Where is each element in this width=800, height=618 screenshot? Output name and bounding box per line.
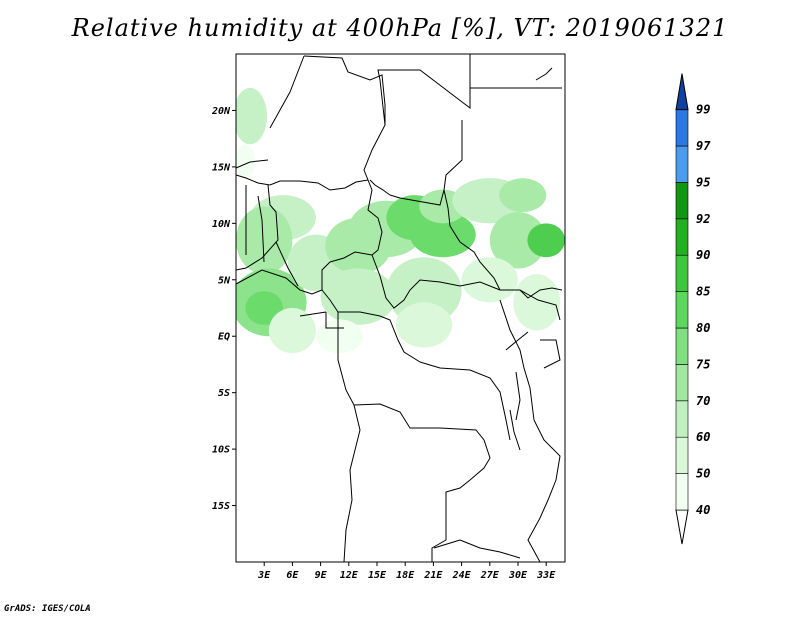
colorbar-label: 70 <box>696 394 710 408</box>
border-line <box>377 54 471 126</box>
border-line <box>299 311 327 317</box>
colorbar-label: 99 <box>696 103 710 117</box>
colorbar-label: 92 <box>696 212 710 226</box>
border-line <box>389 189 445 206</box>
colorbar-label: 75 <box>696 357 710 371</box>
colorbar-segment <box>675 182 689 220</box>
border-line <box>459 539 521 559</box>
lon-tick-label: 18E <box>396 570 415 581</box>
colorbar-segment <box>675 109 689 147</box>
country-borders <box>235 54 563 563</box>
border-line <box>519 289 561 321</box>
border-line <box>433 539 461 549</box>
border-line <box>353 403 491 562</box>
border-line <box>235 159 269 169</box>
humidity-patch <box>320 268 396 325</box>
lon-tick-label: 3E <box>257 570 271 581</box>
colorbar-label: 85 <box>696 285 710 299</box>
border-line <box>303 55 386 181</box>
border-line <box>500 287 563 299</box>
lat-tick-label: 5N <box>218 275 231 286</box>
latitude-ticks: 20N 15N 10N 5N EQ 5S 10S 15S <box>211 106 236 512</box>
lat-tick-label: 10N <box>212 219 231 230</box>
map-title: Relative humidity at 400hPa [%], VT: 201… <box>71 14 729 42</box>
colorbar-segment <box>675 436 689 474</box>
border-line <box>509 409 521 451</box>
border-line <box>269 55 305 129</box>
humidity-patch <box>499 178 547 213</box>
colorbar-segment <box>675 364 689 402</box>
border-line <box>337 312 355 406</box>
border-line <box>540 339 561 369</box>
lon-tick-label: 12E <box>340 570 359 581</box>
humidity-patch <box>268 308 316 354</box>
colorbar-segment <box>675 218 689 256</box>
humidity-patch <box>236 144 255 179</box>
border-line <box>443 120 501 291</box>
lon-tick-label: 33E <box>536 570 556 581</box>
colorbar-segment <box>675 473 689 511</box>
humidity-patch <box>489 212 547 269</box>
lon-tick-label: 6E <box>286 570 299 581</box>
lon-tick-label: 9E <box>315 570 328 581</box>
colorbar: 40 50 60 70 75 80 85 90 92 95 97 99 <box>675 73 711 545</box>
lat-tick-label: EQ <box>218 332 230 343</box>
border-line <box>235 184 279 271</box>
colorbar-label: 90 <box>696 248 710 262</box>
humidity-patch <box>236 87 268 145</box>
colorbar-above-arrow <box>675 73 689 111</box>
colorbar-segment <box>675 327 689 365</box>
colorbar-segment <box>675 400 689 438</box>
border-line <box>235 55 369 191</box>
humidity-patch <box>513 274 561 331</box>
lon-tick-label: 24E <box>452 570 472 581</box>
border-line <box>343 404 361 563</box>
humidity-patch <box>315 319 363 354</box>
colorbar-label: 80 <box>696 321 710 335</box>
humidity-patch <box>245 291 283 325</box>
lon-tick-label: 30E <box>508 570 528 581</box>
border-line <box>275 241 299 287</box>
border-line <box>367 179 383 256</box>
lon-tick-label: 27E <box>480 570 500 581</box>
colorbar-segment <box>675 145 689 183</box>
colorbar-below-arrow <box>675 509 689 545</box>
lon-tick-label: 21E <box>423 570 443 581</box>
lat-tick-label: 10S <box>212 445 230 456</box>
lat-tick-label: 15N <box>212 162 231 173</box>
colorbar-segment <box>675 291 689 329</box>
humidity-patch <box>386 257 462 325</box>
humidity-patch <box>527 223 565 258</box>
border-line <box>321 289 421 363</box>
colorbar-label: 50 <box>696 467 710 481</box>
map-frame <box>235 53 566 563</box>
humidity-fill-layer <box>236 87 565 354</box>
colorbar-label: 60 <box>696 430 710 444</box>
border-line <box>369 179 391 196</box>
border-line <box>535 67 553 81</box>
humidity-patch <box>409 212 476 258</box>
lon-tick-label: 15E <box>368 570 387 581</box>
humidity-patch <box>461 257 518 303</box>
grads-credit: GrADS: IGES/COLA <box>4 604 91 614</box>
border-line <box>499 299 535 421</box>
border-line <box>257 195 265 263</box>
colorbar-segment <box>675 254 689 292</box>
colorbar-label: 95 <box>696 175 710 189</box>
humidity-patch <box>395 302 453 348</box>
border-line <box>371 254 501 309</box>
lat-tick-label: 15S <box>212 501 230 512</box>
border-line <box>515 371 521 421</box>
longitude-ticks: 3E 6E 9E 12E 15E 18E 21E 24E 27E 30E 33E <box>257 562 556 581</box>
humidity-patch <box>236 206 293 275</box>
lat-tick-label: 5S <box>218 388 230 399</box>
border-line <box>527 419 561 563</box>
colorbar-label: 40 <box>696 503 710 517</box>
border-line <box>419 361 511 441</box>
colorbar-label: 97 <box>696 139 711 153</box>
border-line <box>505 331 529 351</box>
lat-tick-label: 20N <box>211 106 231 117</box>
